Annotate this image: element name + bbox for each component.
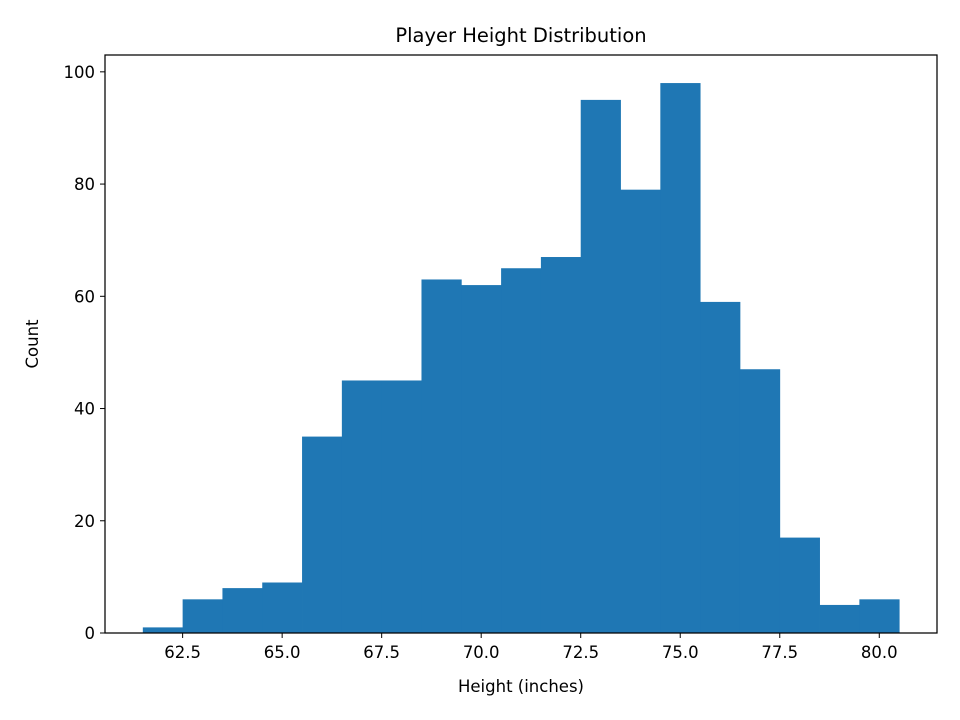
histogram-bar [501, 268, 542, 633]
bars-group [142, 83, 900, 633]
y-tick-label: 60 [74, 287, 95, 306]
y-axis-title: Count [23, 319, 42, 369]
histogram-bar [859, 599, 900, 633]
histogram-bar [660, 83, 701, 633]
histogram-bar [341, 380, 383, 633]
histogram-bar [700, 301, 741, 633]
histogram-bar [580, 99, 621, 633]
x-tick-label: 67.5 [363, 643, 400, 662]
histogram-bar [421, 279, 462, 633]
x-axis-title: Height (inches) [458, 677, 584, 696]
x-tick-label: 77.5 [761, 643, 798, 662]
y-tick-label: 0 [85, 624, 96, 643]
histogram-bar [182, 599, 223, 633]
histogram-bar [302, 436, 343, 633]
histogram-bar [142, 627, 184, 633]
x-tick-label: 65.0 [264, 643, 301, 662]
y-tick-label: 40 [74, 400, 95, 419]
histogram-bar [381, 380, 422, 633]
histogram-bar [461, 285, 502, 633]
chart-title: Player Height Distribution [395, 24, 646, 47]
y-tick-label: 20 [74, 512, 95, 531]
histogram-bar [620, 189, 661, 633]
histogram-bar [779, 537, 820, 633]
histogram-bar [262, 582, 303, 633]
plot-area-frame [104, 54, 938, 634]
x-tick-label: 70.0 [463, 643, 500, 662]
x-tick-label: 75.0 [662, 643, 699, 662]
histogram-bar [540, 257, 582, 633]
x-tick-label: 72.5 [562, 643, 599, 662]
histogram-bar [222, 588, 263, 633]
x-axis-ticks: 62.5 65.0 67.5 70.0 72.5 75.0 77.5 80.0 [164, 633, 898, 662]
y-axis-ticks: 0 20 40 60 80 100 [64, 63, 105, 643]
y-tick-label: 80 [74, 175, 95, 194]
histogram-bar [819, 604, 860, 633]
y-tick-label: 100 [64, 63, 96, 82]
x-tick-label: 62.5 [164, 643, 201, 662]
histogram-bar [739, 369, 781, 633]
x-tick-label: 80.0 [861, 643, 898, 662]
